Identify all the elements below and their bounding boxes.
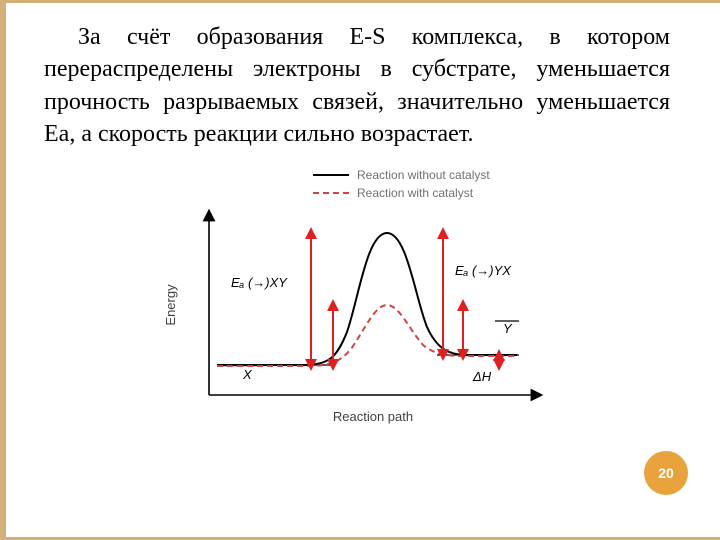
energy-chart-svg: Reaction without catalyst Reaction with c… (157, 167, 557, 431)
svg-text:Reaction path: Reaction path (333, 409, 413, 424)
main-paragraph: За счёт образования E-S комплекса, в кот… (44, 21, 670, 151)
svg-text:Energy: Energy (163, 283, 178, 325)
svg-text:Y: Y (503, 321, 513, 336)
left-accent-stripe (0, 3, 6, 537)
page-number: 20 (658, 465, 674, 481)
slide-content: За счёт образования E-S комплекса, в кот… (0, 3, 720, 436)
svg-text:Eₐ (→)YX: Eₐ (→)YX (455, 263, 512, 278)
page-number-badge: 20 (644, 451, 688, 495)
svg-text:Reaction without catalyst: Reaction without catalyst (357, 168, 490, 182)
svg-text:Eₐ (→)XY: Eₐ (→)XY (231, 275, 288, 290)
svg-text:ΔH: ΔH (472, 369, 492, 384)
energy-diagram: Reaction without catalyst Reaction with c… (157, 167, 557, 436)
svg-text:Reaction with catalyst: Reaction with catalyst (357, 186, 474, 200)
svg-text:X: X (242, 367, 253, 382)
